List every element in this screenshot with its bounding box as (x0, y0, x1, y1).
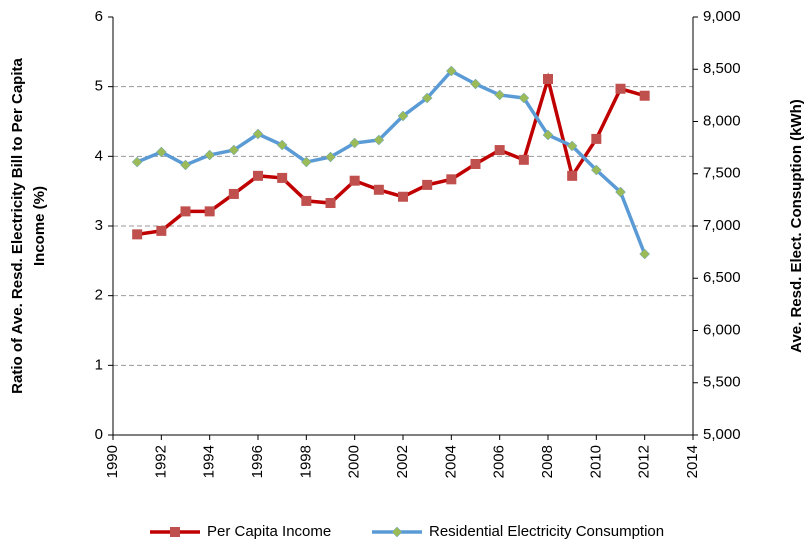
marker (349, 175, 360, 186)
marker (132, 229, 143, 240)
marker (639, 90, 650, 101)
y-tick-label: 0 (95, 426, 103, 443)
marker (445, 65, 457, 77)
x-tick-label: 2002 (394, 445, 411, 478)
x-tick-label: 1994 (201, 445, 218, 478)
marker (253, 170, 263, 181)
y2-tick-label: 6,000 (703, 321, 741, 338)
y2-axis-title: Ave. Resd. Elect. Consuption (kWh) (788, 99, 805, 353)
marker (325, 198, 336, 209)
x-tick-label: 2004 (442, 445, 459, 478)
x-tick-label: 2014 (684, 445, 701, 478)
legend-label: Per Capita Income (207, 523, 331, 540)
marker (300, 156, 312, 168)
series-line (136, 72, 646, 237)
marker (566, 140, 578, 152)
marker (325, 151, 336, 163)
y-tick-label: 4 (95, 147, 103, 164)
marker (494, 89, 506, 101)
marker (277, 172, 288, 183)
marker (349, 137, 361, 149)
x-tick-label: 1992 (152, 445, 169, 478)
x-tick-label: 2010 (587, 445, 604, 478)
legend-marker (170, 527, 180, 537)
marker (470, 78, 481, 90)
x-tick-label: 1996 (249, 445, 266, 478)
x-tick-label: 1990 (104, 445, 121, 478)
y2-tick-label: 8,000 (703, 112, 741, 129)
marker (398, 191, 408, 202)
y2-tick-label: 9,000 (703, 8, 741, 25)
y-axis-title: Income (%) (31, 186, 48, 266)
marker (543, 74, 553, 85)
marker (228, 144, 240, 156)
marker (446, 174, 457, 185)
legend-label: Residential Electricity Consumption (429, 523, 664, 540)
marker (301, 195, 312, 206)
y-tick-label: 6 (95, 8, 103, 25)
marker (228, 188, 239, 199)
y2-tick-label: 7,500 (703, 165, 741, 182)
x-tick-label: 2006 (491, 445, 508, 478)
marker (421, 92, 433, 104)
legend-marker (391, 526, 403, 538)
y-axis-title: Ratio of Ave. Resd. Electricity Bill to … (9, 58, 26, 394)
y2-tick-label: 5,500 (703, 374, 741, 391)
marker (615, 83, 626, 94)
y2-tick-label: 8,500 (703, 60, 741, 77)
marker (397, 110, 409, 122)
x-tick-label: 2008 (539, 445, 556, 478)
marker (518, 92, 530, 104)
y-tick-label: 1 (95, 356, 103, 373)
marker (422, 179, 433, 190)
marker (494, 145, 505, 156)
marker (542, 129, 554, 141)
marker (131, 156, 143, 168)
x-tick-label: 2000 (346, 445, 363, 478)
y-tick-label: 2 (95, 287, 103, 304)
marker (639, 248, 651, 260)
marker (373, 134, 385, 146)
marker (518, 154, 529, 165)
x-tick-label: 2012 (636, 445, 653, 478)
marker (204, 149, 216, 161)
y-tick-label: 5 (95, 78, 103, 95)
marker (204, 206, 215, 217)
marker (156, 225, 167, 236)
y2-tick-label: 6,500 (703, 269, 741, 286)
marker (180, 159, 191, 171)
marker (373, 184, 384, 195)
marker (180, 206, 191, 217)
marker (276, 139, 288, 151)
y2-tick-label: 5,000 (703, 426, 741, 443)
y-tick-label: 3 (95, 217, 103, 234)
marker (590, 164, 602, 176)
series-line (136, 68, 647, 255)
marker (155, 146, 167, 158)
marker (252, 128, 264, 140)
marker (567, 170, 578, 181)
marker (470, 158, 481, 169)
y2-tick-label: 7,000 (703, 217, 741, 234)
marker (591, 133, 602, 144)
x-tick-label: 1998 (297, 445, 314, 478)
marker (615, 186, 626, 198)
